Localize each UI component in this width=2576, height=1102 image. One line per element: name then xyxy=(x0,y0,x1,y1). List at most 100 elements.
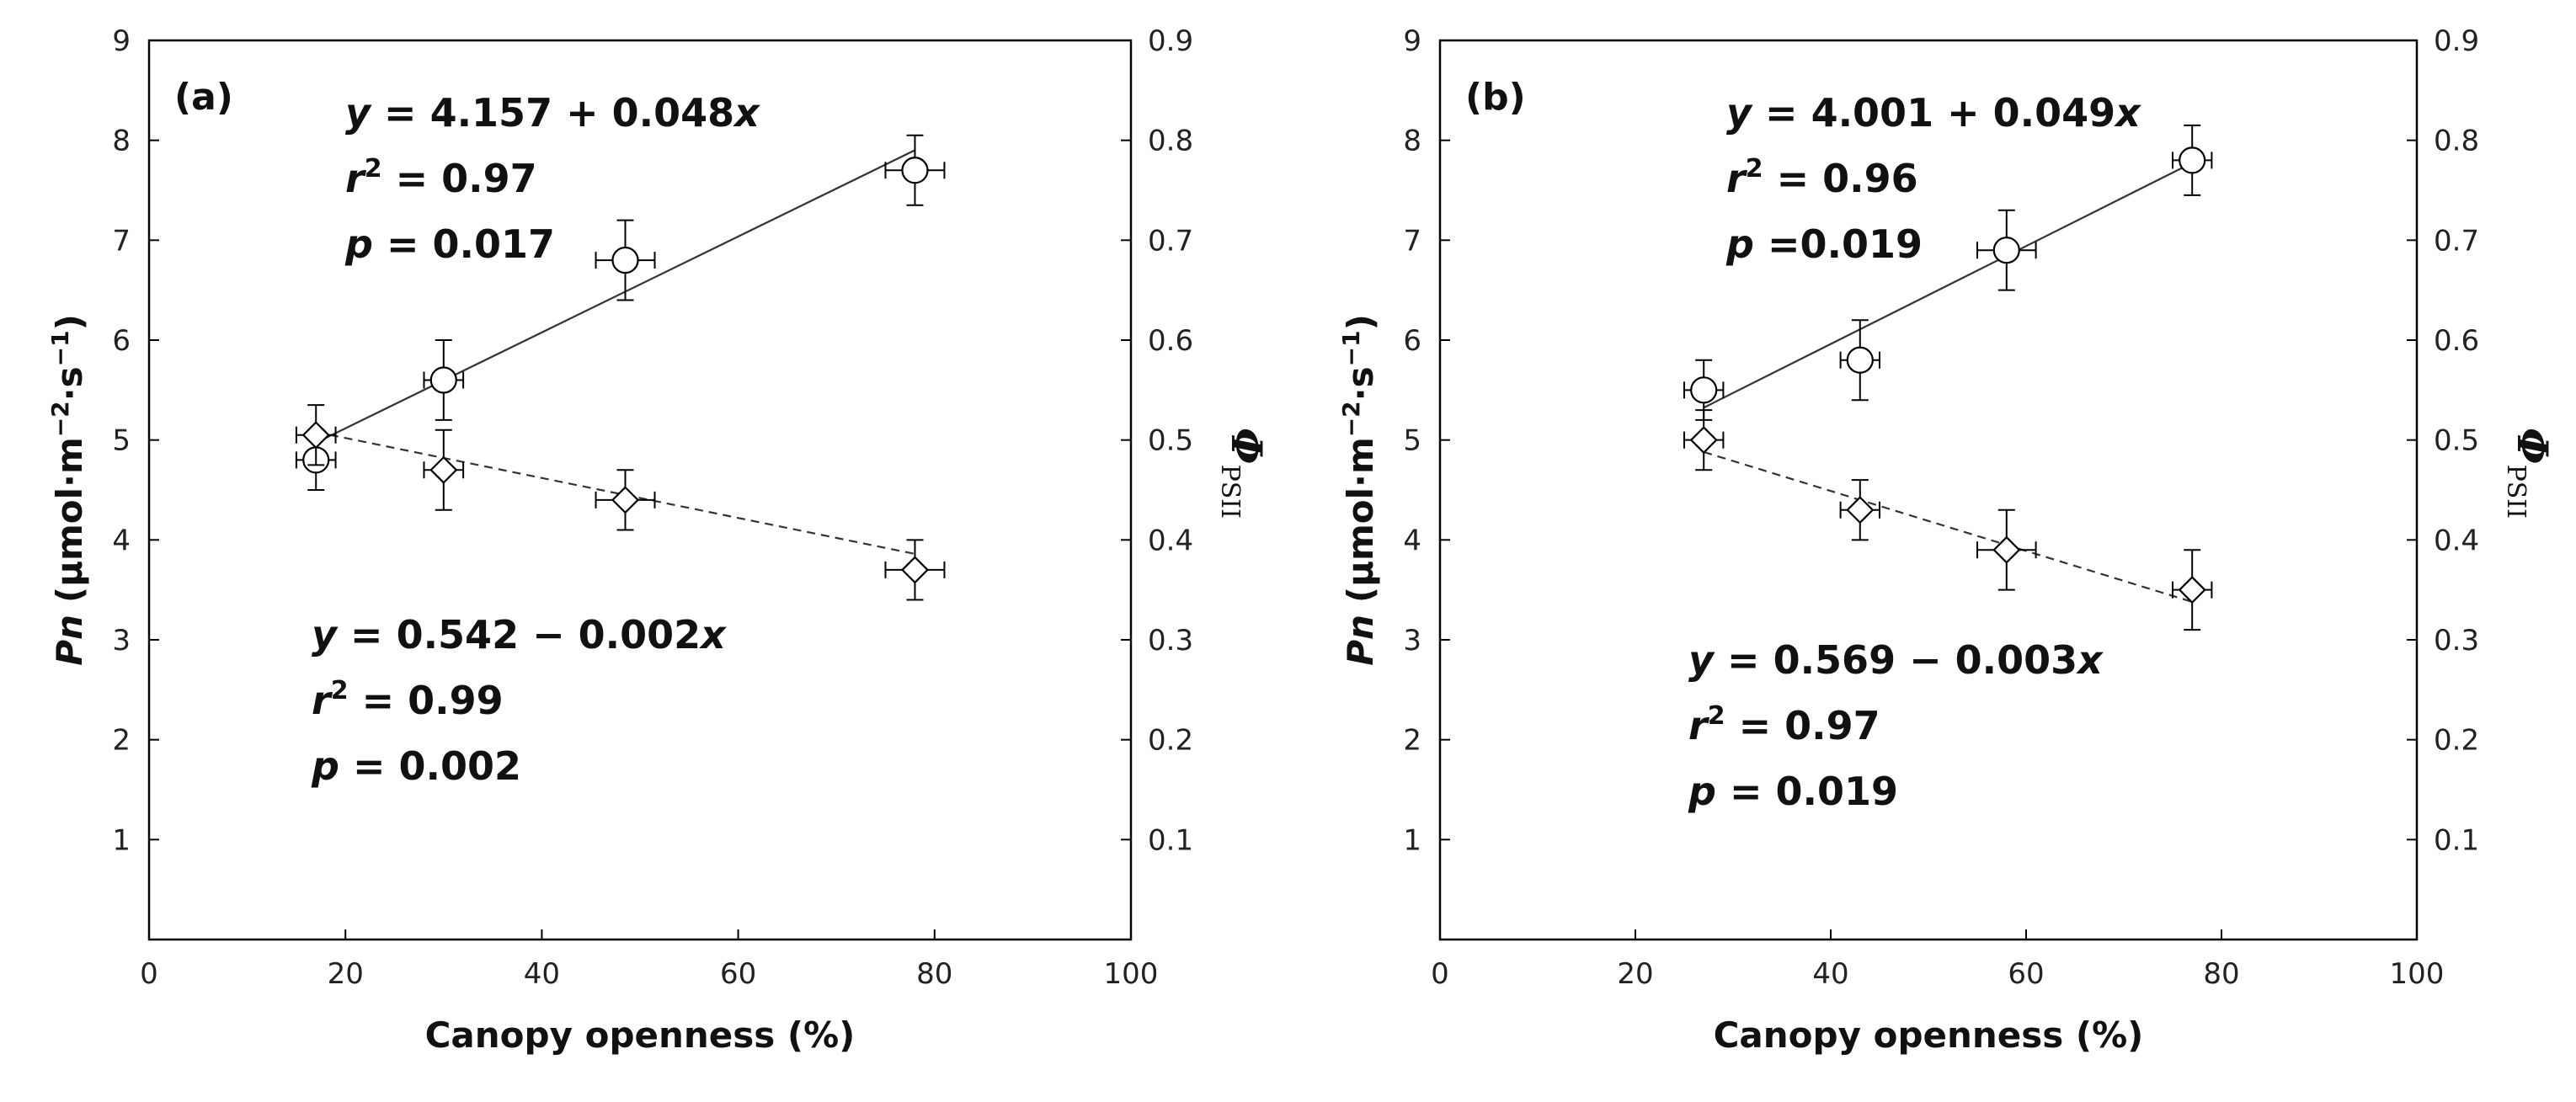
panel-label: (a) xyxy=(174,76,233,119)
diamond-marker xyxy=(1689,426,1718,455)
r-exponent: 2 xyxy=(365,154,382,184)
y2-tick-label: 0.5 xyxy=(2434,424,2479,458)
data-point xyxy=(595,219,656,301)
diamond-marker xyxy=(1846,496,1875,524)
equation-x: x xyxy=(733,90,760,136)
data-point xyxy=(423,339,465,421)
regression-line-solid xyxy=(315,149,915,444)
y2-tick-label: 0.1 xyxy=(2434,823,2479,857)
equation-y: y xyxy=(1688,637,1715,683)
data-point xyxy=(1839,479,1880,541)
y-axis-title: Pn (µmol·m−2·s−1) xyxy=(1337,314,1381,666)
y-tick-label: 4 xyxy=(1403,524,1421,557)
y-tick-label: 9 xyxy=(1403,24,1421,58)
y-tick-label: 6 xyxy=(1403,324,1421,358)
plot-frame xyxy=(1438,39,2419,941)
y-axis-var: Pn xyxy=(1340,615,1381,666)
y2-tick-label: 0.4 xyxy=(1148,524,1193,557)
fit-equation: y = 4.157 + 0.048x xyxy=(345,90,760,136)
p-value-text: = 0.017 xyxy=(373,221,555,267)
y2-axis-var: Φ xyxy=(2508,428,2557,465)
y2-tick-label: 0.4 xyxy=(2434,524,2479,557)
y-tick-label: 7 xyxy=(112,224,131,258)
equation-body: = 4.001 + 0.049 xyxy=(1752,90,2115,136)
r-letter: r xyxy=(345,156,367,201)
data-point xyxy=(295,404,337,466)
equation-y: y xyxy=(312,612,339,657)
x-axis-title: Canopy openness (%) xyxy=(1714,1014,2144,1056)
y-tick-label: 9 xyxy=(112,24,131,58)
circle-marker xyxy=(1846,346,1874,374)
x-tick-label: 40 xyxy=(1812,957,1848,991)
y-axis-exp2: −1 xyxy=(46,330,74,366)
data-point xyxy=(595,469,656,531)
circle-marker xyxy=(1992,237,2020,264)
panel-label: (b) xyxy=(1465,76,1526,119)
equation-x: x xyxy=(2114,90,2141,136)
y2-axis-sub: PSII xyxy=(1215,465,1245,519)
fit-equation: y = 0.569 − 0.003x xyxy=(1688,637,2104,683)
y2-axis-title: ΦPSII xyxy=(2501,428,2557,519)
y-tick-label: 1 xyxy=(112,823,131,857)
chart-panel-a: 0 20 40 60 80 100 1 2 3 4 5 6 7 8 9 0.1 0.2 0.3 0.4 0.5 0.6 0… xyxy=(46,24,1272,1056)
y2-tick-label: 0.3 xyxy=(2434,624,2479,657)
r-value: = 0.99 xyxy=(349,678,504,723)
p-value: p = 0.002 xyxy=(311,743,521,789)
diamond-marker xyxy=(611,486,640,514)
diamond-marker xyxy=(900,556,930,584)
r-value: = 0.97 xyxy=(382,156,537,201)
x-tick-label: 80 xyxy=(916,957,952,991)
x-tick-label: 20 xyxy=(1617,957,1653,991)
y-axis-exp1: −2 xyxy=(46,401,74,437)
circle-marker xyxy=(2179,146,2206,174)
x-tick-label: 20 xyxy=(328,957,364,991)
equation-y: y xyxy=(1726,90,1753,136)
fit-equation: y = 0.542 − 0.002x xyxy=(312,612,727,657)
data-point xyxy=(423,429,465,511)
y-tick-label: 3 xyxy=(1403,624,1421,657)
y-axis-close: ) xyxy=(1340,314,1381,330)
y-axis-mid: ·s xyxy=(1340,366,1381,401)
r-letter: r xyxy=(1688,703,1710,748)
x-tick-label: 60 xyxy=(2008,957,2044,991)
data-point xyxy=(884,539,946,601)
r-exponent: 2 xyxy=(1708,701,1725,731)
equation-body: = 4.157 + 0.048 xyxy=(371,90,734,136)
y-axis-units: (µmol·m xyxy=(1340,437,1381,603)
chart-panel-b: 0 20 40 60 80 100 1 2 3 4 5 6 7 8 9 0.1 0.2 0.3 0.4 0.5 0.6 0… xyxy=(1337,24,2557,1056)
p-letter: p xyxy=(311,743,339,789)
y-tick-label: 6 xyxy=(112,324,131,358)
y2-tick-label: 0.8 xyxy=(1148,125,1193,158)
equation-body: = 0.569 − 0.003 xyxy=(1714,637,2077,683)
p-value-text: =0.019 xyxy=(1754,221,1923,267)
y2-tick-label: 0.7 xyxy=(2434,224,2479,258)
y-tick-label: 5 xyxy=(112,424,131,458)
y-tick-label: 8 xyxy=(1403,125,1421,158)
diamond-marker xyxy=(2178,576,2206,604)
equation-body: = 0.542 − 0.002 xyxy=(337,612,701,657)
plot-frame xyxy=(147,39,1133,941)
y-axis-var: Pn xyxy=(49,615,90,666)
p-letter: p xyxy=(1688,769,1716,814)
circle-marker xyxy=(429,366,457,394)
p-value: p = 0.017 xyxy=(344,221,555,267)
equation-y: y xyxy=(345,90,372,136)
y2-tick-label: 0.1 xyxy=(1148,823,1193,857)
p-value-text: = 0.002 xyxy=(339,743,521,789)
r-squared: r2 = 0.97 xyxy=(345,154,537,201)
p-letter: p xyxy=(344,221,373,267)
y-axis-units: (µmol·m xyxy=(49,437,90,603)
y-tick-label: 7 xyxy=(1403,224,1421,258)
y2-axis-title: ΦPSII xyxy=(1215,428,1272,519)
p-value: p =0.019 xyxy=(1725,221,1923,267)
y-tick-label: 4 xyxy=(112,524,131,557)
x-tick-label: 0 xyxy=(140,957,158,991)
x-axis-title: Canopy openness (%) xyxy=(425,1014,856,1056)
y2-tick-label: 0.9 xyxy=(2434,24,2479,58)
